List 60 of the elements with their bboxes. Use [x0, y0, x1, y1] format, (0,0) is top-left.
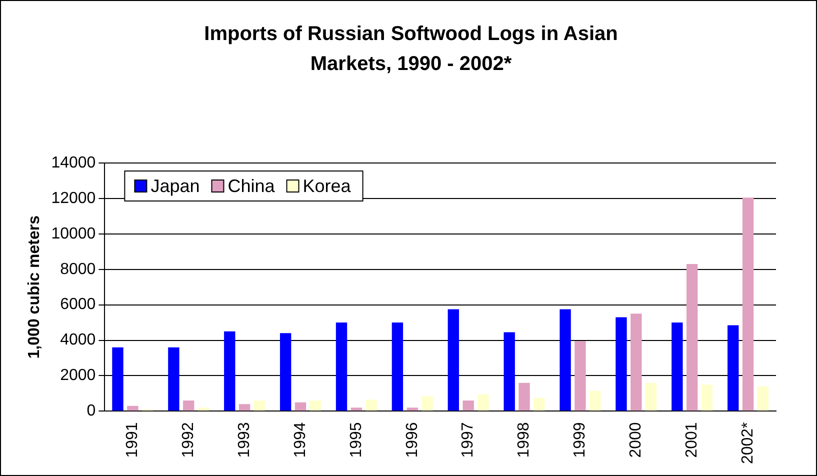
bar [672, 322, 683, 411]
bar [198, 408, 210, 411]
bar [504, 332, 515, 411]
x-tick-label: 1993 [236, 422, 253, 458]
bar [406, 408, 418, 411]
bar [448, 309, 459, 411]
legend-label: Korea [302, 176, 352, 196]
x-tick-label: 2002* [739, 422, 756, 464]
bar [560, 309, 571, 411]
bar [127, 406, 138, 411]
y-tick-label: 10000 [51, 225, 96, 242]
x-tick-label: 1998 [516, 422, 533, 458]
x-tick-label: 1992 [180, 422, 198, 458]
bar [478, 394, 489, 411]
bar [392, 322, 404, 411]
bar [183, 400, 194, 411]
y-tick-label: 12000 [51, 190, 96, 207]
x-tick-label: 1996 [404, 422, 421, 458]
y-tick-label: 14000 [51, 154, 96, 172]
bar [168, 347, 180, 411]
bar [310, 400, 322, 411]
legend-label: China [228, 176, 276, 196]
x-tick-label: 1991 [124, 422, 142, 458]
bar [630, 314, 642, 411]
bar [590, 390, 601, 411]
x-tick-label: 1999 [572, 422, 589, 458]
bar [254, 400, 266, 411]
bar [280, 333, 292, 411]
bar [616, 317, 627, 411]
x-tick-label: 1994 [292, 422, 309, 458]
chart-title: Imports of Russian Softwood Logs in Asian Markets, 1990 - 2002* [203, 22, 619, 77]
y-tick-label: 0 [86, 402, 96, 420]
bar [701, 384, 713, 411]
bar [350, 408, 362, 411]
bar [574, 341, 586, 411]
legend-label: Japan [150, 176, 200, 196]
bar [366, 400, 377, 411]
bar [518, 382, 530, 411]
bar [686, 264, 698, 411]
x-tick-label: 2000 [628, 422, 645, 458]
bar [112, 347, 124, 411]
bar [757, 386, 769, 411]
x-tick-label: 1997 [460, 422, 477, 458]
y-tick-label: 4000 [60, 332, 96, 349]
bar [422, 396, 433, 411]
x-tick-label: 1995 [348, 422, 365, 458]
bar [294, 402, 306, 411]
y-tick-label: 6000 [60, 296, 96, 314]
bar [462, 400, 474, 411]
y-axis-title: 1,000 cubic meters [26, 215, 44, 359]
bar [534, 398, 545, 411]
bar [742, 198, 754, 411]
bar [728, 325, 739, 411]
x-tick-label: 2001 [683, 422, 700, 458]
bar [645, 382, 657, 411]
bar [238, 404, 250, 411]
bar [224, 331, 236, 411]
bar [336, 322, 348, 411]
y-tick-label: 8000 [60, 260, 96, 278]
y-tick-label: 2000 [60, 367, 96, 384]
